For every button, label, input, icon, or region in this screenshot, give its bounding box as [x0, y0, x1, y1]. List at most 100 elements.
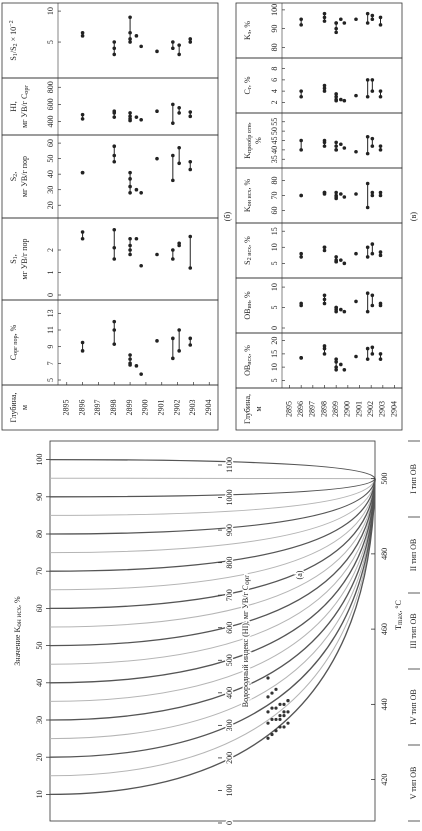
isoline — [49, 478, 376, 554]
hi-tick-label: 400 — [225, 687, 234, 699]
data-point — [171, 178, 175, 183]
text-part: Глубина, — [9, 392, 18, 422]
data-point — [112, 328, 117, 332]
data-point — [334, 195, 338, 199]
data-point — [322, 144, 327, 148]
panel-label: (б) — [223, 211, 232, 221]
text-part: S — [9, 259, 18, 263]
x-tick-label: 7 — [46, 361, 55, 365]
data-point — [365, 346, 370, 351]
depth-tick-label: 2897 — [93, 400, 102, 416]
type-label: II тип ОВ — [409, 539, 418, 572]
data-point — [128, 353, 132, 357]
subscript: 1 — [13, 53, 19, 56]
data-point — [370, 190, 375, 195]
depth-tick-label: 2895 — [62, 400, 71, 416]
data-point — [322, 346, 327, 351]
x-tick-label: 30 — [46, 186, 55, 194]
data-point — [80, 230, 85, 234]
x-tick-label: 2 — [46, 248, 55, 252]
data-point — [334, 367, 338, 372]
sample-point — [286, 699, 290, 703]
text-part: HI, — [9, 101, 18, 111]
data-point — [299, 138, 303, 143]
k-tick-label: 60 — [35, 604, 44, 612]
data-point — [128, 40, 132, 44]
x-tick-label: 5 — [270, 378, 279, 382]
x-tick-label: 90 — [270, 25, 279, 33]
data-point — [112, 342, 117, 346]
data-point — [128, 15, 132, 20]
data-point — [139, 117, 143, 122]
data-point — [342, 21, 347, 25]
rich-text: S2, — [9, 172, 19, 182]
k-tick-label: 10 — [35, 790, 44, 798]
rich-text: S1/S2 × 10−2 — [9, 20, 19, 60]
data-point — [365, 94, 370, 99]
data-point — [365, 291, 370, 296]
data-point — [299, 301, 303, 306]
data-point — [139, 263, 143, 268]
isoline — [49, 478, 376, 591]
x-tick-label: 10 — [46, 7, 55, 15]
data-point — [334, 357, 338, 361]
text-part: /S — [9, 46, 18, 53]
data-point — [339, 362, 343, 367]
rich-text: м — [254, 406, 263, 411]
sample-point — [274, 706, 278, 710]
text-part: , % — [13, 596, 22, 607]
data-point — [354, 93, 358, 98]
isoline — [49, 478, 376, 516]
data-point — [128, 177, 132, 181]
subplot-frame — [235, 167, 403, 224]
type-label: IV тип ОВ — [409, 689, 418, 724]
isoline — [49, 478, 376, 684]
rich-text: Значение Kон исх, % — [13, 596, 24, 666]
data-point — [365, 245, 370, 250]
data-point — [299, 23, 303, 27]
sample-point — [266, 695, 270, 699]
k-tick-label: 20 — [35, 753, 44, 761]
x-tick-label: 400 — [46, 115, 55, 127]
data-point — [342, 98, 347, 103]
data-point — [188, 234, 193, 239]
data-point — [177, 111, 181, 115]
text-part: мг УВ/г пор — [20, 238, 29, 279]
data-point — [188, 336, 193, 341]
data-point — [188, 37, 193, 41]
rich-text: HI, — [9, 101, 18, 111]
isoline — [49, 478, 376, 572]
subscript: 2 — [13, 43, 19, 46]
x-tick-label: 600 — [46, 98, 55, 110]
x-tick-label: 440 — [380, 698, 389, 710]
data-point — [334, 98, 338, 103]
subscript: исх — [247, 356, 253, 365]
data-point — [128, 243, 132, 248]
sample-point — [286, 710, 290, 714]
data-point — [334, 365, 338, 369]
data-point — [112, 159, 117, 164]
text-part: , % — [243, 76, 252, 87]
data-point — [155, 252, 159, 257]
k-tick-label: 100 — [35, 454, 44, 466]
text-part: % — [254, 137, 263, 144]
subplot-frame — [235, 332, 403, 389]
data-point — [177, 43, 181, 47]
sample-point — [278, 714, 282, 718]
data-point — [354, 299, 358, 304]
subplot-frame — [235, 57, 403, 114]
data-point — [171, 336, 175, 341]
depth-tick-label: 2899 — [331, 401, 340, 417]
data-point — [370, 345, 375, 350]
subscript: орг пор — [13, 335, 19, 355]
data-point — [155, 156, 159, 161]
data-point — [322, 190, 327, 195]
sample-point — [270, 691, 274, 695]
data-point — [171, 121, 175, 125]
isoline — [49, 478, 376, 610]
data-point — [80, 349, 85, 353]
data-point — [339, 258, 343, 262]
x-tick-label: 20 — [46, 201, 55, 209]
hi-tick-label: 500 — [225, 654, 234, 666]
